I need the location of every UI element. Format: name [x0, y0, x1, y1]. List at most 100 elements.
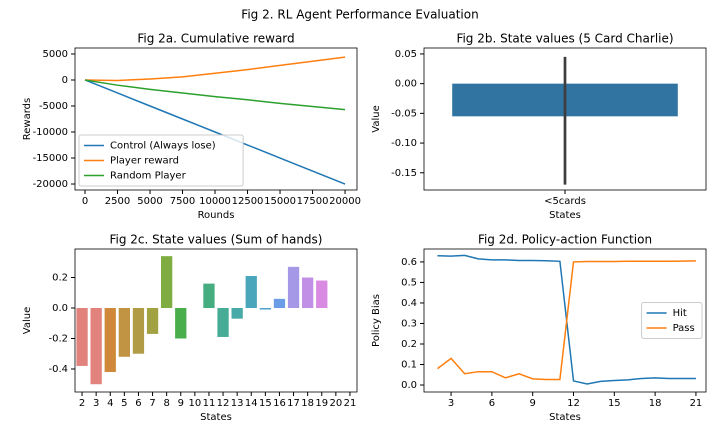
x-tick-label: 12 — [217, 398, 230, 409]
x-tick-label: 14 — [245, 398, 258, 409]
x-tick-label: 7500 — [170, 196, 195, 207]
y-tick-label: 0.4 — [401, 298, 417, 309]
x-tick-label: 21 — [690, 398, 703, 409]
x-tick-label: 9 — [178, 398, 184, 409]
x-tick-label: 12500 — [232, 196, 264, 207]
bar — [259, 307, 271, 310]
y-tick-label: 0.00 — [395, 79, 417, 90]
x-tick-label: 10 — [188, 398, 201, 409]
bar — [287, 266, 300, 308]
x-tick-label: 15 — [259, 398, 272, 409]
series-line — [84, 79, 346, 185]
y-tick-label: -0.15 — [391, 168, 417, 179]
bar — [316, 280, 328, 308]
bar — [161, 256, 173, 308]
x-tick-label: 4 — [107, 398, 113, 409]
legend-box — [78, 134, 244, 187]
figure-title: Fig 2. RL Agent Performance Evaluation — [241, 8, 478, 22]
x-tick-label: 20 — [329, 398, 342, 409]
legend-label: Control (Always lose) — [110, 141, 216, 152]
y-tick-label: 0 — [62, 75, 68, 86]
bar — [217, 307, 229, 337]
chart-title: Fig 2b. State values (5 Card Charlie) — [456, 32, 673, 46]
y-tick-label: -10000 — [33, 127, 68, 138]
bar — [245, 275, 257, 308]
axes-frame — [423, 47, 707, 191]
axes-frame — [74, 47, 358, 191]
x-tick-label: 5000 — [137, 196, 162, 207]
x-tick-label: 15 — [608, 398, 621, 409]
x-axis-label: States — [549, 210, 581, 221]
x-tick-label: 15000 — [264, 196, 296, 207]
series-line — [84, 79, 346, 111]
x-tick-label: 7 — [149, 398, 155, 409]
x-tick-label: 21 — [344, 398, 357, 409]
x-tick-label: <5cards — [544, 196, 586, 207]
series-line — [437, 260, 696, 381]
y-tick-label: -15000 — [33, 153, 68, 164]
x-tick-label: 10000 — [199, 196, 231, 207]
y-tick-label: 0.1 — [401, 360, 417, 371]
y-tick-label: -20000 — [33, 179, 68, 190]
legend-label: Pass — [673, 323, 695, 334]
x-tick-label: 3 — [93, 398, 99, 409]
y-axis-label: Policy Bias — [371, 294, 382, 347]
chart-title: Fig 2c. State values (Sum of hands) — [110, 233, 323, 247]
x-tick-label: 3 — [448, 398, 454, 409]
legend-label: Random Player — [110, 171, 187, 182]
bar — [104, 307, 116, 373]
y-tick-label: 0.2 — [52, 273, 68, 284]
y-tick-label: 0.05 — [395, 49, 417, 60]
y-tick-label: -0.05 — [391, 108, 417, 119]
x-tick-label: 18 — [649, 398, 662, 409]
y-axis-label: Value — [22, 307, 33, 334]
x-tick-label: 0 — [82, 196, 88, 207]
x-tick-label: 17 — [287, 398, 300, 409]
x-tick-label: 13 — [231, 398, 244, 409]
y-tick-label: 0.3 — [401, 318, 417, 329]
y-tick-label: -0.4 — [48, 364, 68, 375]
y-tick-label: 0.2 — [401, 339, 417, 350]
legend-label: Player reward — [110, 156, 179, 167]
x-tick-label: 2500 — [105, 196, 130, 207]
bar — [132, 307, 145, 354]
series-line — [84, 56, 346, 82]
y-tick-label: -0.2 — [48, 333, 68, 344]
bar — [175, 307, 187, 339]
x-tick-label: 6 — [135, 398, 141, 409]
axes-frame — [74, 248, 358, 393]
y-tick-label: 0.6 — [401, 257, 417, 268]
bar — [76, 307, 88, 366]
x-tick-label: 2 — [79, 398, 85, 409]
x-tick-label: 6 — [489, 398, 495, 409]
bar — [231, 307, 243, 319]
bar — [302, 277, 314, 308]
x-tick-label: 12 — [567, 398, 580, 409]
y-tick-label: -0.10 — [391, 138, 417, 149]
x-tick-label: 9 — [530, 398, 536, 409]
chart-title: Fig 2d. Policy-action Function — [478, 233, 652, 247]
bar — [90, 307, 102, 385]
x-tick-label: 11 — [203, 398, 216, 409]
legend-label: Hit — [673, 308, 687, 319]
y-tick-label: 5000 — [43, 49, 68, 60]
x-tick-label: 16 — [273, 398, 286, 409]
x-axis-label: States — [549, 412, 581, 423]
x-tick-label: 19 — [315, 398, 328, 409]
y-axis-label: Value — [371, 105, 382, 132]
bar — [273, 298, 286, 308]
x-axis-label: Rounds — [198, 210, 235, 221]
bar — [146, 307, 159, 334]
x-tick-label: 5 — [121, 398, 127, 409]
x-tick-label: 8 — [163, 398, 169, 409]
axes-frame — [423, 248, 707, 393]
x-tick-label: 18 — [301, 398, 314, 409]
x-tick-label: 20000 — [329, 196, 361, 207]
y-axis-label: Rewards — [22, 98, 33, 140]
x-tick-label: 17500 — [297, 196, 329, 207]
bar — [118, 307, 130, 357]
legend-box — [641, 302, 703, 339]
bar — [203, 283, 215, 308]
